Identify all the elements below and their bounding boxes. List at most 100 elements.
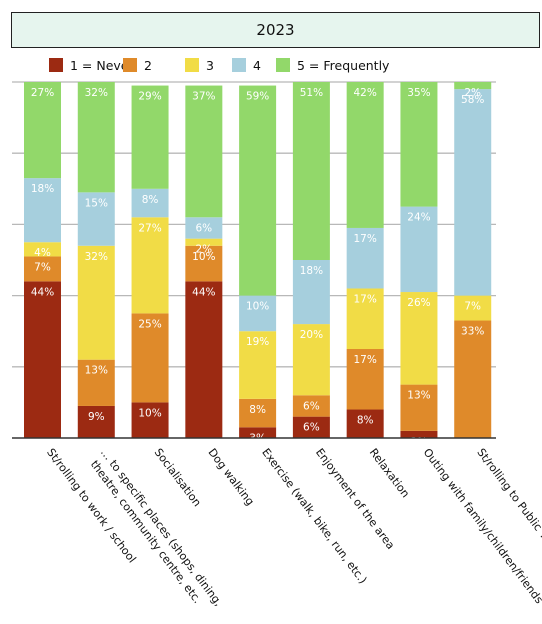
bar-segment <box>185 281 223 438</box>
legend-swatch <box>185 58 199 72</box>
bar-value-label: 8% <box>249 404 266 416</box>
category-label: Dog walking <box>205 446 256 508</box>
bar-value-label: 2% <box>195 244 212 256</box>
bar-value-label: 20% <box>300 329 323 341</box>
bar-value-label: 19% <box>246 336 269 348</box>
bar-value-label: 59% <box>246 91 269 103</box>
bar-value-label: 24% <box>407 212 430 224</box>
bar-value-label: 10% <box>138 407 161 419</box>
legend-label: 4 <box>253 58 261 73</box>
bar-segment <box>24 178 61 243</box>
legend-swatch <box>123 58 137 72</box>
category-label: Socialisation <box>152 446 204 509</box>
bar-value-label: 18% <box>300 265 323 277</box>
legend-label: 1 = Never <box>70 58 135 73</box>
bar-segment <box>346 349 384 410</box>
bar-segment <box>454 295 492 321</box>
bar-value-label: 51% <box>300 87 323 99</box>
bar-segment <box>77 359 115 406</box>
bar-value-label: 15% <box>85 197 108 209</box>
bar-value-label: 2% <box>411 436 428 448</box>
category-label: Outing with family/children/friends <box>421 446 542 606</box>
legend-label: 5 = Frequently <box>297 58 390 73</box>
bar-segment <box>131 85 169 189</box>
bar-segment <box>131 402 169 438</box>
bar-segment <box>400 292 438 385</box>
bar-value-label: 44% <box>192 286 215 298</box>
bar-segment <box>292 416 330 438</box>
bar-segment <box>239 331 277 399</box>
bar-segment <box>454 320 492 438</box>
bar-segment <box>454 89 492 296</box>
bar-segment <box>400 82 438 207</box>
bar-value-label: 7% <box>464 301 481 313</box>
legend-swatch <box>232 58 246 72</box>
bar-segment <box>239 398 277 428</box>
bar-value-label: 8% <box>142 194 159 206</box>
bar-value-label: 17% <box>353 233 376 245</box>
bar-value-label: 9% <box>88 411 105 423</box>
bar-segment <box>239 85 277 296</box>
bar-value-label: 13% <box>85 365 108 377</box>
bar-segment <box>185 238 223 246</box>
bar-segment <box>454 82 492 90</box>
bar-segment <box>185 217 223 239</box>
bar-segment <box>77 405 115 438</box>
bar-value-label: 37% <box>192 91 215 103</box>
bar-segment <box>77 192 115 246</box>
legend-label: 2 <box>144 58 152 73</box>
chart-title: 2023 <box>11 12 540 48</box>
bar-segment <box>292 395 330 417</box>
bar-segment <box>185 245 223 282</box>
bar-segment <box>24 82 61 179</box>
bar-value-label: 58% <box>461 94 484 106</box>
bar-segment <box>346 82 384 228</box>
bar-value-label: 18% <box>31 183 54 195</box>
bar-segment <box>239 427 277 438</box>
category-label: Exercise (walk, bike, run, etc.) <box>259 446 369 586</box>
bar-value-label: 29% <box>138 91 161 103</box>
bar-value-label: 42% <box>353 87 376 99</box>
bar-value-label: 26% <box>407 297 430 309</box>
bar-segment <box>292 324 330 396</box>
bar-value-label: 10% <box>246 301 269 313</box>
bar-value-label: 44% <box>31 286 54 298</box>
bar-segment <box>24 242 61 257</box>
bar-value-label: 17% <box>353 293 376 305</box>
bar-value-label: 25% <box>138 318 161 330</box>
bar-value-label: 2% <box>464 87 481 99</box>
bar-segment <box>400 430 438 438</box>
category-label: Relaxation <box>367 446 412 500</box>
bar-segment <box>185 85 223 218</box>
bar-value-label: 6% <box>303 400 320 412</box>
bar-value-label: 17% <box>353 354 376 366</box>
bar-value-label: 4% <box>34 247 51 259</box>
bar-segment <box>239 295 277 332</box>
bar-segment <box>400 384 438 431</box>
bar-value-label: 13% <box>407 390 430 402</box>
bar-segment <box>131 188 169 218</box>
bar-value-label: 10% <box>192 251 215 263</box>
bar-segment <box>24 281 61 438</box>
bar-value-label: 27% <box>31 87 54 99</box>
bar-value-label: 33% <box>461 326 484 338</box>
bar-segment <box>346 288 384 349</box>
bar-value-label: 8% <box>357 415 374 427</box>
bar-value-label: 32% <box>85 251 108 263</box>
bar-segment <box>77 245 115 360</box>
bar-segment <box>346 227 384 289</box>
bar-segment <box>346 409 384 438</box>
bar-segment <box>131 313 169 403</box>
bar-value-label: 6% <box>195 222 212 234</box>
bar-segment <box>24 256 61 282</box>
bar-value-label: 32% <box>85 87 108 99</box>
bar-segment <box>292 260 330 325</box>
legend-swatch <box>276 58 290 72</box>
legend-label: 3 <box>206 58 214 73</box>
bar-value-label: 35% <box>407 87 430 99</box>
bar-segment <box>131 217 169 314</box>
bar-value-label: 7% <box>34 261 51 273</box>
bar-value-label: 27% <box>138 222 161 234</box>
bar-value-label: 6% <box>303 422 320 434</box>
